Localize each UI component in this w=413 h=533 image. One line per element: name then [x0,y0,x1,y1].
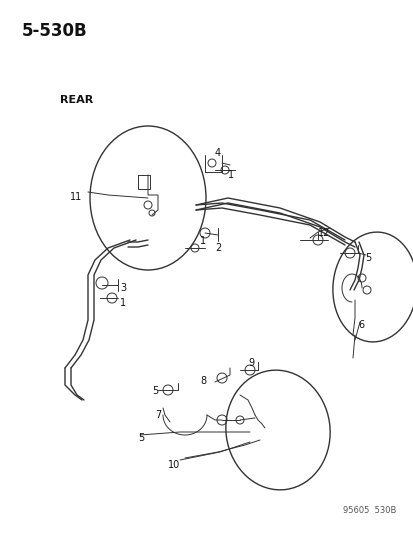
Text: 9: 9 [247,358,254,368]
Text: 4: 4 [214,148,221,158]
Text: 5: 5 [364,253,370,263]
Text: 8: 8 [199,376,206,386]
Text: 95605  530B: 95605 530B [342,506,395,515]
Text: 10: 10 [168,460,180,470]
Text: 5-530B: 5-530B [22,22,88,40]
Text: REAR: REAR [60,95,93,105]
Text: 3: 3 [120,283,126,293]
Text: 5: 5 [152,386,158,396]
Text: 12: 12 [317,228,330,238]
Text: 1: 1 [228,170,234,180]
Text: 6: 6 [357,320,363,330]
Text: 1: 1 [120,298,126,308]
Text: 5: 5 [138,433,144,443]
Text: 7: 7 [154,410,161,420]
Text: 11: 11 [69,192,82,202]
Text: 2: 2 [214,243,221,253]
Text: 1: 1 [199,236,206,246]
